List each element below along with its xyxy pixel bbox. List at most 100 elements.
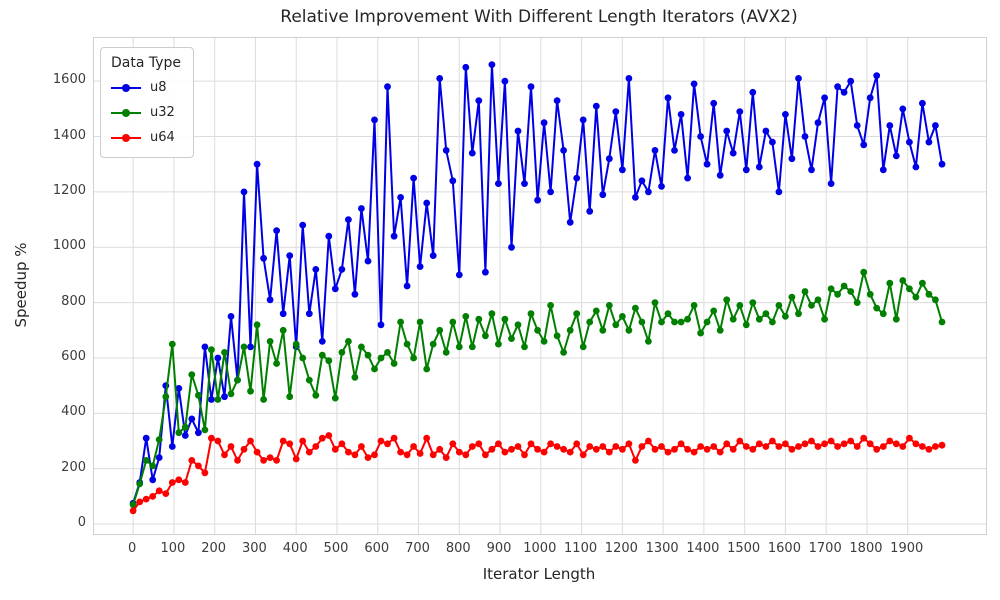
series-u32-marker <box>136 480 144 488</box>
series-u64-marker <box>168 479 176 486</box>
series-u64-marker <box>625 440 633 448</box>
series-u8-marker <box>462 63 470 71</box>
legend-label: u32 <box>150 105 175 120</box>
series-u32-marker <box>938 318 946 326</box>
series-u64-marker <box>769 437 776 445</box>
series-u32-marker <box>521 343 528 351</box>
x-tick-label: 1600 <box>767 541 801 556</box>
series-u64-marker <box>358 443 365 450</box>
series-u64-marker <box>227 443 235 450</box>
series-u32-marker <box>788 293 796 301</box>
series-u32-marker <box>312 391 320 399</box>
series-u8-marker <box>449 177 457 185</box>
series-u64-marker <box>201 469 209 477</box>
series-u32-marker <box>547 302 554 309</box>
legend-line-marker-icon <box>111 133 141 142</box>
series-u64-marker <box>586 443 594 450</box>
series-u64-marker <box>605 448 613 456</box>
series-u8-marker <box>592 102 600 110</box>
series-u32-marker <box>684 315 691 323</box>
series-u8-marker <box>645 188 652 196</box>
series-u8-marker <box>397 194 404 201</box>
series-u64-marker <box>664 448 672 456</box>
series-u8-marker <box>442 147 450 154</box>
series-u8-marker <box>762 127 770 135</box>
series-u32-marker <box>716 326 724 334</box>
series-u64-marker <box>436 445 444 453</box>
series-u8-marker <box>625 75 633 82</box>
series-u8-marker <box>214 354 222 362</box>
series-u8-marker <box>331 285 339 293</box>
x-tick-label: 700 <box>405 541 430 556</box>
series-u32-marker <box>919 279 926 287</box>
series-u8-marker <box>795 75 802 82</box>
series-u64-marker <box>658 443 665 450</box>
series-u8-marker <box>749 88 757 96</box>
series-u64-marker <box>208 434 215 442</box>
series-u8-marker <box>775 188 783 196</box>
series-u8-marker <box>482 268 489 276</box>
series-u8-marker <box>188 415 196 423</box>
series-u64-marker <box>847 437 855 445</box>
series-u8-marker <box>612 108 620 115</box>
series-u8-marker <box>710 99 718 107</box>
series-u32-marker <box>658 318 665 326</box>
series-u32-marker <box>214 396 222 403</box>
series-u64-marker <box>462 451 470 459</box>
series-u32-marker <box>364 351 372 359</box>
series-u32-marker <box>240 343 248 351</box>
series-u8-marker <box>527 83 535 91</box>
series-u32-marker <box>260 396 267 403</box>
series-u8-marker <box>168 443 176 450</box>
series-u64-marker <box>455 448 463 456</box>
series-u64-marker <box>801 440 809 448</box>
series-u8-marker <box>475 97 483 104</box>
series-u32-marker <box>501 315 509 323</box>
series-u8-marker <box>723 127 731 135</box>
series-u32-marker <box>782 313 789 320</box>
series-u64-marker <box>195 462 202 470</box>
series-u8-marker <box>429 252 437 259</box>
series-u32-marker <box>814 296 822 304</box>
series-u8-marker <box>266 296 274 304</box>
series-u8-marker <box>658 183 665 190</box>
y-tick-label: 600 <box>61 348 86 364</box>
series-u32-marker <box>475 315 483 323</box>
x-tick-label: 300 <box>242 541 267 556</box>
series-u32-marker <box>168 340 176 348</box>
series-u64-marker <box>723 440 731 448</box>
series-u8-marker <box>573 174 581 182</box>
series-u8-marker <box>808 166 815 174</box>
series-u64-marker <box>814 443 822 450</box>
series-u8-marker <box>514 127 522 135</box>
series-u32-marker <box>853 299 861 306</box>
x-tick-label: 1300 <box>645 541 679 556</box>
x-tick-label: 900 <box>486 541 512 556</box>
series-u64-marker <box>325 432 333 439</box>
series-u64-marker <box>697 443 704 450</box>
series-u32-marker <box>482 332 489 340</box>
series-u32-marker <box>651 299 659 306</box>
series-u8-marker <box>736 108 744 115</box>
series-u32-marker <box>371 365 378 373</box>
series-u64-marker <box>638 443 646 450</box>
series-u32-marker <box>553 332 561 340</box>
series-u8-marker <box>821 94 828 102</box>
x-tick-label: 200 <box>201 541 227 556</box>
series-u64-marker <box>553 443 561 450</box>
series-u64-marker <box>377 437 385 445</box>
series-u32-marker <box>534 326 541 334</box>
series-u32-marker <box>932 296 939 304</box>
y-axis-label: Speedup % <box>12 242 30 328</box>
series-u64-marker <box>677 440 685 448</box>
series-u8-marker <box>521 180 528 188</box>
series-u8-marker <box>149 476 157 484</box>
series-u32-marker <box>775 302 783 309</box>
series-u8-marker <box>755 163 763 171</box>
series-u32-marker <box>579 343 587 351</box>
series-u8-marker <box>560 147 567 154</box>
series-u8-marker <box>814 119 822 127</box>
series-u64-marker <box>149 493 157 500</box>
series-u32-marker <box>690 302 698 309</box>
series-u64-marker <box>834 443 841 450</box>
